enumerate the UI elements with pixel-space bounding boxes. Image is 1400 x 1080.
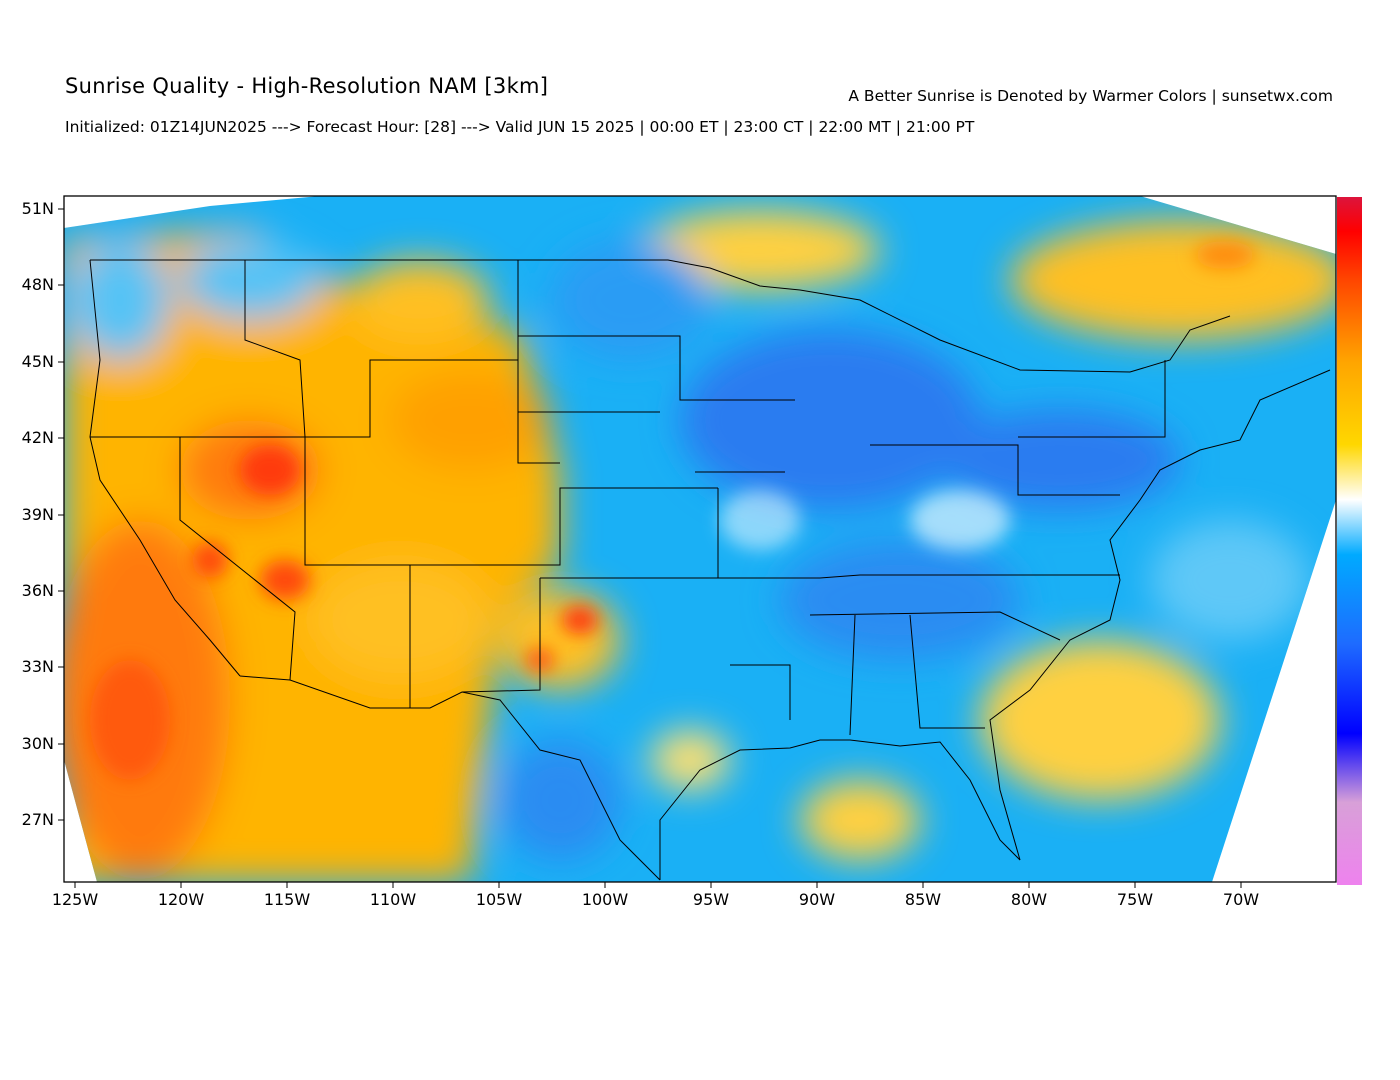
lon-label-120w: 120W — [157, 890, 205, 909]
map-subtitle: Initialized: 01Z14JUN2025 ---> Forecast … — [65, 118, 975, 136]
lon-label-100w: 100W — [581, 890, 629, 909]
sunrise-quality-field — [64, 196, 1336, 882]
axis-ticks — [58, 208, 1242, 888]
lat-label-39n: 39N — [21, 505, 54, 524]
map-frame — [63, 195, 1337, 883]
lat-label-48n: 48N — [21, 275, 54, 294]
lon-label-115w: 115W — [263, 890, 311, 909]
lat-label-36n: 36N — [21, 581, 54, 600]
lon-label-110w: 110W — [369, 890, 417, 909]
lat-label-33n: 33N — [21, 657, 54, 676]
map-credit: A Better Sunrise is Denoted by Warmer Co… — [848, 87, 1333, 105]
lon-label-80w: 80W — [1010, 890, 1048, 909]
map-title: Sunrise Quality - High-Resolution NAM [3… — [65, 74, 549, 98]
lat-label-42n: 42N — [21, 428, 54, 447]
lon-label-70w: 70W — [1222, 890, 1260, 909]
lon-label-105w: 105W — [475, 890, 523, 909]
lat-label-45n: 45N — [21, 352, 54, 371]
lon-label-85w: 85W — [904, 890, 942, 909]
lon-label-75w: 75W — [1116, 890, 1154, 909]
lon-label-95w: 95W — [692, 890, 730, 909]
colorbar — [1337, 197, 1362, 885]
lat-label-27n: 27N — [21, 810, 54, 829]
lon-label-125w: 125W — [51, 890, 99, 909]
boundary-lines — [89, 259, 1331, 881]
lat-label-51n: 51N — [21, 199, 54, 218]
lat-label-30n: 30N — [21, 734, 54, 753]
lon-label-90w: 90W — [798, 890, 836, 909]
